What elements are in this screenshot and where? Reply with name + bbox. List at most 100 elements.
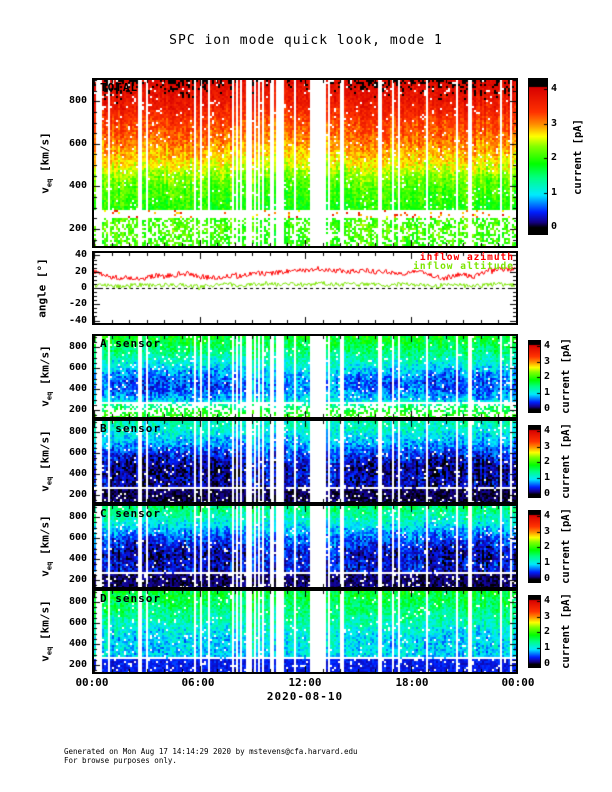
colorbar-b-sensor [528,425,541,498]
y-tick-label-total-400: 400 [68,180,87,192]
x-tick-0600: 06:00 [181,676,215,689]
colorbar-a-sensor-canvas [529,341,540,412]
colorbar-tick-label-b_sensor-1: 1 [544,472,551,484]
y-tick-label-b_sensor-600: 600 [68,447,87,459]
total-spectrogram-canvas [94,80,516,246]
colorbar-d-sensor-canvas [529,596,540,667]
colorbar-a-sensor [528,340,541,413]
y-tick-label-a_sensor-200: 200 [68,404,87,416]
y-tick-label-angle-20: 20 [74,265,87,277]
colorbar-tick-label-c_sensor-2: 2 [544,541,551,553]
colorbar-tick-label-c_sensor-1: 1 [544,557,551,569]
colorbar-tick-label-total-2: 2 [551,152,558,164]
x-tick-0000-right: 00:00 [501,676,535,689]
chart-title: SPC ion mode quick look, mode 1 [169,33,443,48]
colorbar-tick-label-total-4: 4 [551,83,558,95]
colorbar-tick-label-d_sensor-1: 1 [544,642,551,654]
y-tick-label-c_sensor-600: 600 [68,532,87,544]
panel-label-c-sensor: C sensor [100,507,161,520]
a-sensor-spectrogram-canvas [94,336,516,417]
colorbar-tick-label-d_sensor-2: 2 [544,626,551,638]
y-tick-label-a_sensor-400: 400 [68,383,87,395]
y-tick-label-c_sensor-200: 200 [68,574,87,586]
colorbar-tick-label-a_sensor-0: 0 [544,402,551,414]
panel-b-sensor: B sensor [92,419,518,504]
y-tick-label-c_sensor-800: 800 [68,511,87,523]
y-tick-label-angle--40: -40 [68,314,87,326]
colorbar-tick-label-a_sensor-1: 1 [544,387,551,399]
footer-generated-line: Generated on Mon Aug 17 14:14:29 2020 by… [64,747,358,756]
angle-lineplot-canvas [94,253,516,323]
colorbar-b-sensor-canvas [529,426,540,497]
panel-label-d-sensor: D sensor [100,592,161,605]
b-sensor-spectrogram-canvas [94,421,516,502]
legend-inflow-azimuth: inflow azimuth [419,252,514,263]
colorbar-tick-label-b_sensor-4: 4 [544,424,551,436]
colorbar-label-c-sensor: current [pA] [560,508,572,584]
y-tick-label-d_sensor-600: 600 [68,617,87,629]
y-axis-label-b-sensor: veq [km/s] [38,430,54,492]
colorbar-tick-label-c_sensor-4: 4 [544,509,551,521]
colorbar-label-total: current [pA] [572,119,584,195]
colorbar-tick-label-d_sensor-3: 3 [544,610,551,622]
colorbar-tick-label-c_sensor-0: 0 [544,572,551,584]
y-axis-label-c-sensor: veq [km/s] [38,515,54,577]
y-tick-label-angle-40: 40 [74,249,87,261]
panel-c-sensor: C sensor [92,504,518,589]
panel-angle [92,251,518,325]
colorbar-c-sensor-canvas [529,511,540,582]
panel-label-a-sensor: A sensor [100,337,161,350]
y-tick-label-d_sensor-200: 200 [68,659,87,671]
colorbar-label-d-sensor: current [pA] [560,593,572,669]
panel-label-total: TOTAL [100,81,139,94]
y-tick-label-b_sensor-400: 400 [68,468,87,480]
colorbar-tick-label-b_sensor-2: 2 [544,456,551,468]
panel-d-sensor: D sensor [92,589,518,674]
colorbar-tick-label-d_sensor-4: 4 [544,594,551,606]
y-tick-label-total-600: 600 [68,137,87,149]
y-axis-label-d-sensor: veq [km/s] [38,600,54,662]
y-tick-label-a_sensor-800: 800 [68,341,87,353]
y-tick-label-c_sensor-400: 400 [68,553,87,565]
colorbar-tick-label-b_sensor-3: 3 [544,440,551,452]
y-tick-label-angle--20: -20 [68,298,87,310]
colorbar-tick-label-total-1: 1 [551,186,558,198]
c-sensor-spectrogram-canvas [94,506,516,587]
y-tick-label-b_sensor-200: 200 [68,489,87,501]
y-tick-label-angle-0: 0 [80,282,87,293]
colorbar-label-b-sensor: current [pA] [560,423,572,499]
y-tick-label-b_sensor-800: 800 [68,426,87,438]
colorbar-tick-label-a_sensor-2: 2 [544,371,551,383]
y-tick-label-total-800: 800 [68,95,87,107]
x-axis-date-label: 2020-08-10 [266,690,344,703]
x-tick-1800: 18:00 [395,676,429,689]
legend-inflow-altitude: inflow altitude [413,261,514,272]
d-sensor-spectrogram-canvas [94,591,516,672]
y-axis-label-total: veq [km/s] [38,132,54,194]
colorbar-total [528,78,548,235]
y-tick-label-d_sensor-400: 400 [68,638,87,650]
colorbar-tick-label-a_sensor-4: 4 [544,339,551,351]
colorbar-tick-label-total-0: 0 [551,221,558,233]
colorbar-d-sensor [528,595,541,668]
y-axis-label-a-sensor: veq [km/s] [38,345,54,407]
colorbar-tick-label-c_sensor-3: 3 [544,525,551,537]
colorbar-tick-label-b_sensor-0: 0 [544,487,551,499]
colorbar-total-canvas [529,79,547,234]
panel-total: TOTAL [92,78,518,248]
colorbar-label-a-sensor: current [pA] [560,338,572,414]
panel-label-b-sensor: B sensor [100,422,161,435]
panel-a-sensor: A sensor [92,334,518,419]
y-axis-label-angle: angle [°] [35,258,49,318]
colorbar-tick-label-d_sensor-0: 0 [544,657,551,669]
y-tick-label-d_sensor-800: 800 [68,596,87,608]
y-tick-label-total-200: 200 [68,222,87,234]
footer-browse-line: For browse purposes only. [64,756,177,765]
colorbar-tick-label-a_sensor-3: 3 [544,355,551,367]
y-tick-label-a_sensor-600: 600 [68,362,87,374]
colorbar-c-sensor [528,510,541,583]
x-tick-1200: 12:00 [288,676,322,689]
x-tick-0000-left: 00:00 [75,676,109,689]
colorbar-tick-label-total-3: 3 [551,117,558,129]
